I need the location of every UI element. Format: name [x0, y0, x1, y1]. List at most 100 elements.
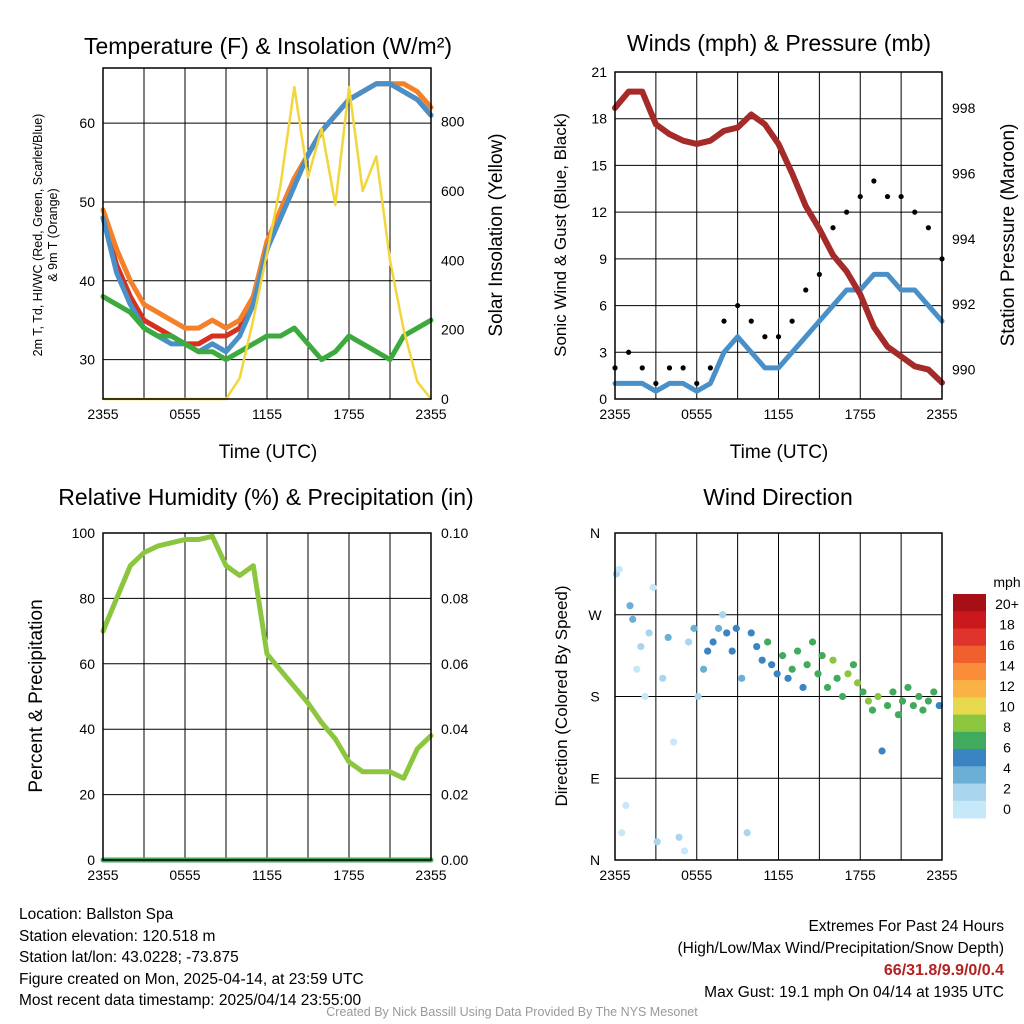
- wind-direction-point: [773, 670, 781, 678]
- y2-tick-label: 992: [952, 296, 976, 312]
- y2-tick-label: 400: [441, 252, 465, 268]
- wind-direction-point: [814, 670, 822, 678]
- wind-direction-point: [714, 624, 723, 632]
- temperature-panel-title: Temperature (F) & Insolation (W/m²): [84, 33, 452, 59]
- wind-direction-point: [743, 829, 751, 837]
- y-tick-label: 12: [591, 204, 607, 220]
- y-tick-label: 30: [79, 352, 95, 368]
- gust-point: [830, 225, 836, 231]
- wind-direction-point: [778, 652, 787, 660]
- gust-point: [844, 209, 850, 215]
- humidity-panel-title: Relative Humidity (%) & Precipitation (i…: [58, 484, 473, 510]
- temperature-ylabel-line2: & 9m T (Orange): [46, 188, 60, 281]
- gust-point: [748, 318, 754, 324]
- x-tick-label: 1755: [845, 406, 876, 422]
- elevation-text: Station elevation: 120.518 m: [19, 927, 216, 945]
- wind-direction-point: [637, 642, 645, 651]
- wind-direction-point: [799, 683, 807, 692]
- wind-direction-point: [753, 642, 761, 651]
- colorbar-swatch: [953, 611, 986, 629]
- wind-direction-point: [618, 829, 626, 837]
- colorbar-swatch: [953, 714, 986, 733]
- x-tick-label: 0555: [681, 406, 712, 422]
- wind-direction-point: [909, 701, 917, 710]
- location-text: Location: Ballston Spa: [19, 906, 174, 923]
- temperature-plot: [100, 81, 434, 401]
- y2-tick-label: 0: [441, 391, 449, 407]
- direction-panel-title: Wind Direction: [703, 484, 853, 510]
- wind-direction-point: [645, 629, 653, 637]
- wind-direction-point: [818, 652, 826, 660]
- wind-direction-point: [793, 647, 802, 655]
- temperature-frame: [102, 67, 432, 400]
- gust-point: [789, 318, 795, 324]
- colorbar-label: 10: [999, 699, 1015, 715]
- wind-direction-point: [808, 638, 817, 646]
- x-tick-label: 0555: [169, 867, 200, 883]
- y2-tick-label: 996: [952, 165, 976, 181]
- y-tick-label: 0: [87, 852, 95, 868]
- y-tick-label: N: [590, 852, 600, 868]
- y2-tick-label: 0.10: [441, 525, 468, 541]
- wind-direction-point: [784, 674, 792, 682]
- temperature-ylabel-line1: 2m T, Td, HI/WC (Red, Green, Scarlet/Blu…: [31, 114, 45, 357]
- y-tick-label: W: [588, 607, 602, 623]
- extremes-subtitle: (High/Low/Max Wind/Precipitation/Snow De…: [677, 940, 1005, 957]
- wind-direction-point: [747, 629, 755, 637]
- y-tick-label: 40: [79, 273, 95, 289]
- wind-direction-point: [919, 706, 927, 714]
- gust-point: [871, 178, 877, 184]
- wind-direction-point: [615, 565, 623, 573]
- wind-direction-point: [626, 602, 634, 610]
- winds-ylabel: Sonic Wind & Gust (Blue, Black): [551, 113, 570, 357]
- wind-direction-point: [864, 697, 873, 705]
- series-line-relative-humidity: [100, 533, 434, 781]
- extremes-values: 66/31.8/9.9/0/0.4: [883, 962, 1004, 979]
- y-tick-label: 6: [599, 298, 607, 314]
- wind-direction-point: [898, 697, 907, 705]
- x-tick-label: 1155: [252, 867, 282, 883]
- gust-point: [816, 271, 822, 278]
- y2-tick-label: 0.02: [441, 787, 468, 803]
- x-tick-label: 1155: [763, 867, 793, 883]
- series-line-station-pressure: [612, 88, 945, 386]
- direction-plot: [612, 565, 943, 855]
- y2-tick-label: 998: [952, 100, 976, 116]
- wind-direction-point: [641, 692, 649, 701]
- wind-direction-point: [788, 665, 796, 673]
- y2-tick-label: 990: [952, 362, 976, 378]
- temperature-panel: Temperature (F) & Insolation (W/m²) 2355…: [31, 33, 507, 463]
- winds-plot: [612, 88, 945, 394]
- y2-tick-label: 0.04: [441, 721, 468, 737]
- wind-direction-point: [823, 683, 832, 692]
- wind-direction-point: [690, 624, 698, 632]
- colorbar-label: 18: [999, 617, 1015, 633]
- colorbar-swatch: [953, 662, 986, 681]
- wind-direction-point: [829, 656, 837, 664]
- y-tick-label: N: [590, 525, 600, 541]
- humidity-panel: Relative Humidity (%) & Precipitation (i…: [26, 484, 474, 883]
- colorbar-swatch: [953, 594, 986, 612]
- humidity-ticks: 2355 0555 1155 1755 23550204060801000.000.02…: [72, 525, 469, 883]
- series-line-sonic-wind: [612, 271, 945, 394]
- wind-direction-point: [859, 688, 867, 696]
- colorbar-swatch: [953, 783, 986, 802]
- wind-direction-point: [669, 738, 678, 746]
- wind-direction-point: [675, 833, 683, 841]
- colorbar-swatch: [953, 680, 986, 698]
- temperature-grid: [103, 68, 431, 399]
- y2-tick-label: 800: [441, 114, 465, 130]
- colorbar-label: 12: [999, 678, 1015, 694]
- y-tick-label: 100: [72, 525, 96, 541]
- colorbar-label: 20+: [995, 596, 1019, 612]
- wind-direction-point: [768, 661, 776, 669]
- gust-point: [653, 380, 659, 387]
- latlon-text: Station lat/lon: 43.0228; -73.875: [19, 949, 239, 966]
- x-tick-label: 0555: [169, 406, 200, 422]
- wind-direction-point: [764, 638, 772, 646]
- colorbar-label: 8: [1003, 719, 1011, 735]
- colorbar-swatch: [953, 628, 986, 647]
- wind-direction-point: [684, 638, 693, 646]
- y-tick-label: 20: [79, 787, 95, 803]
